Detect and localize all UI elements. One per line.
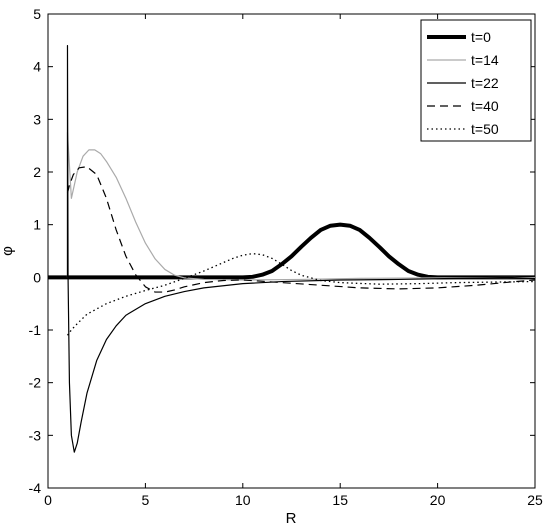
x-tick-label: 25 — [527, 492, 543, 508]
x-axis-label: R — [286, 510, 297, 527]
y-tick-label: -4 — [29, 480, 42, 496]
legend-label: t=22 — [471, 75, 499, 91]
series-line-t-0 — [48, 222, 535, 280]
y-tick-label: 0 — [33, 269, 41, 285]
y-tick-label: 5 — [33, 6, 41, 22]
x-tick-label: 0 — [44, 492, 52, 508]
legend-label: t=0 — [471, 29, 491, 45]
x-tick-label: 20 — [430, 492, 446, 508]
legend-label: t=40 — [471, 98, 499, 114]
series-line-t-50 — [66, 252, 536, 336]
legend-label: t=14 — [471, 52, 499, 68]
y-tick-label: -1 — [29, 322, 42, 338]
y-axis-label: φ — [0, 246, 16, 256]
ticks: 0 5 10 15 20 25 -4 -3 -2 -1 0 1 2 3 4 5 — [29, 6, 543, 508]
y-tick-label: 3 — [33, 111, 41, 127]
legend: t=0 t=14 t=22 t=40 t=50 — [420, 19, 532, 142]
series-layer — [48, 44, 536, 453]
series-line-t-14 — [66, 131, 536, 281]
legend-box — [420, 19, 532, 142]
y-tick-label: -2 — [29, 375, 42, 391]
x-tick-label: 15 — [332, 492, 348, 508]
y-tick-label: 4 — [33, 59, 41, 75]
legend-label: t=50 — [471, 121, 499, 137]
series-line-t-22 — [66, 44, 536, 453]
y-tick-label: -3 — [29, 427, 42, 443]
series-line-t-40 — [66, 166, 536, 293]
y-tick-label: 1 — [33, 217, 41, 233]
x-tick-label: 5 — [142, 492, 150, 508]
y-tick-label: 2 — [33, 164, 41, 180]
x-tick-label: 10 — [235, 492, 251, 508]
